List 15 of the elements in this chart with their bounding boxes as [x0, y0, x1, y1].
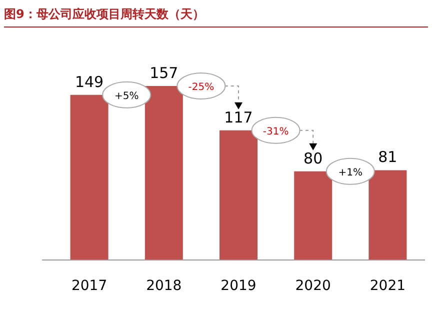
- annotation: -31%: [262, 126, 289, 138]
- annotation: -25%: [188, 82, 214, 93]
- data-label: 80: [304, 149, 323, 168]
- x-tick-label: 2018: [146, 278, 182, 294]
- annotation: +1%: [338, 167, 363, 178]
- annotation: +5%: [114, 90, 139, 102]
- x-tick-label: 2017: [71, 278, 108, 294]
- data-label: 81: [378, 148, 398, 166]
- data-label: 117: [224, 108, 253, 126]
- data-label: 157: [150, 64, 178, 82]
- x-tick-label: 2020: [295, 278, 331, 294]
- data-label: 149: [74, 72, 104, 91]
- x-tick-label: 2021: [370, 278, 406, 294]
- x-tick-label: 2019: [220, 278, 256, 294]
- title: 图9：母公司应收项目周转天数（天）: [4, 7, 204, 21]
